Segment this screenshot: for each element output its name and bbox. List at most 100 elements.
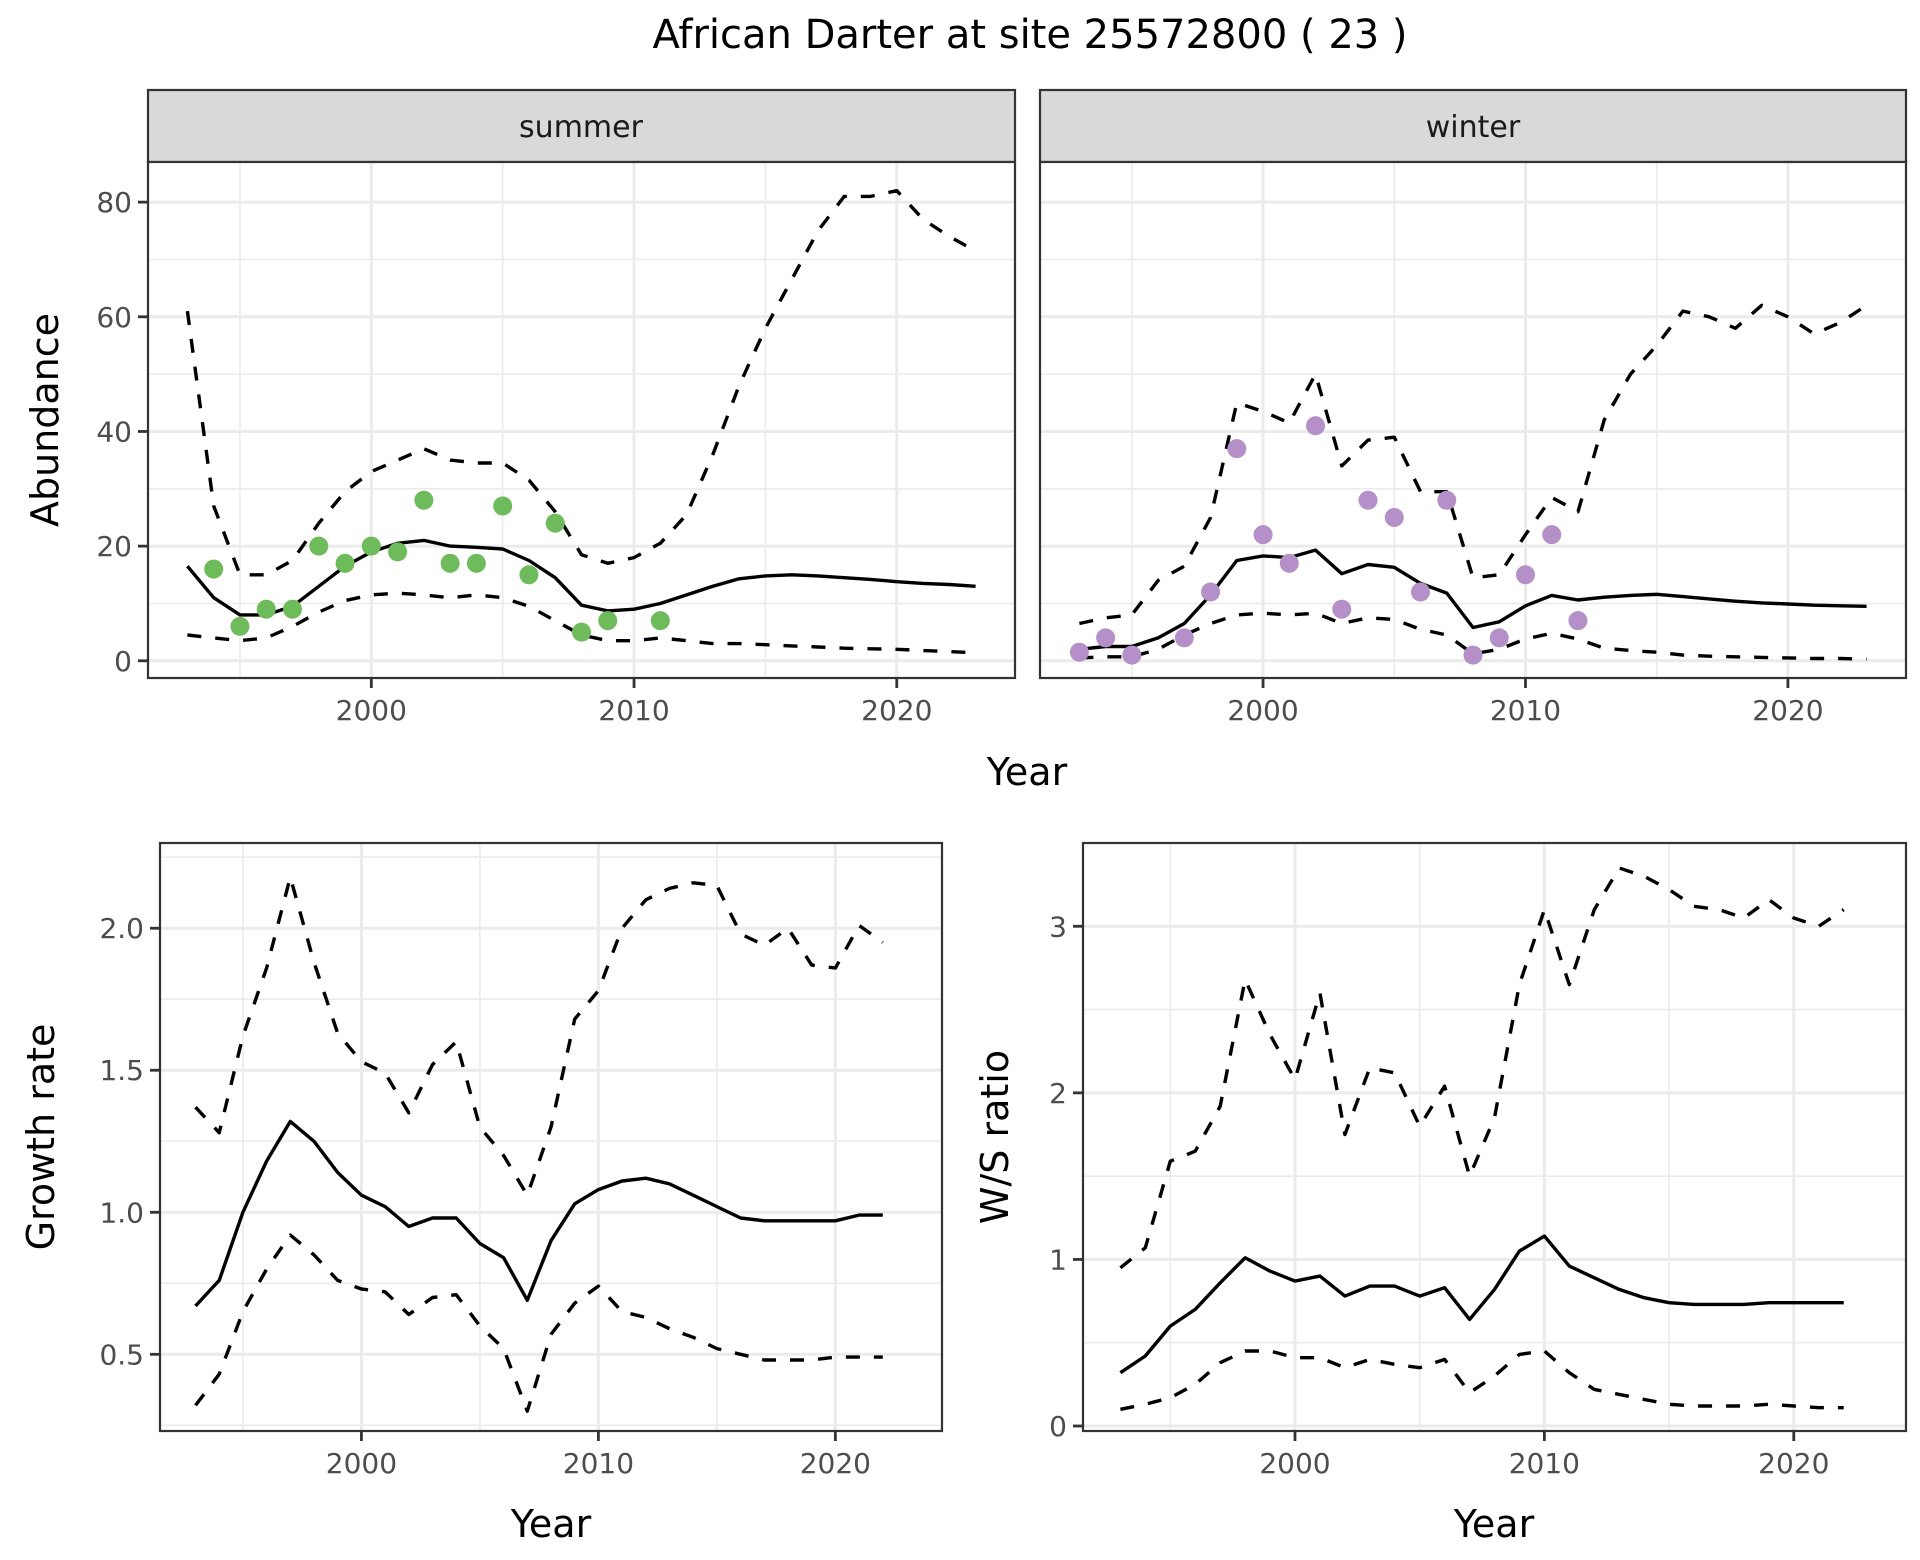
data-point — [1227, 439, 1247, 459]
series-lower-line — [1079, 611, 1867, 661]
marks — [1069, 303, 1868, 665]
data-point — [361, 536, 381, 556]
data-point — [1542, 525, 1562, 545]
data-point — [230, 616, 250, 636]
data-point — [440, 553, 460, 573]
x-tick-label: 2010 — [563, 1447, 634, 1480]
x-tick-label: 2000 — [326, 1447, 397, 1480]
x-tick-label: 2010 — [1509, 1447, 1580, 1480]
data-point — [1437, 490, 1457, 510]
data-point — [335, 553, 355, 573]
series-mean-line — [1119, 1234, 1844, 1375]
facet-strip-winter — [1038, 88, 1908, 164]
data-point — [1069, 642, 1089, 662]
data-point — [309, 536, 329, 556]
grid — [1040, 162, 1906, 678]
panel-border — [158, 841, 944, 1433]
facet-label-summer: summer — [519, 110, 644, 145]
data-point — [1253, 525, 1273, 545]
y-tick-label: 60 — [96, 301, 132, 334]
series-upper-line — [1079, 303, 1868, 626]
y-tick-label: 3 — [1049, 910, 1067, 943]
data-point — [1489, 628, 1509, 648]
y-axis: 0 20 40 60 80 — [96, 186, 148, 678]
panel-winter-abundance: winter 2000 2010 2020 — [1038, 88, 1908, 727]
facet-strip-summer — [146, 88, 1017, 164]
marks — [1119, 866, 1845, 1411]
x-axis: 2000 2010 2020 — [1259, 1431, 1829, 1480]
panel-border — [1081, 841, 1908, 1433]
panel-summer-abundance: summer 0 20 40 60 80 2000 2010 2020 — [96, 88, 1017, 727]
x-tick-label: 2010 — [598, 694, 669, 727]
data-point — [650, 611, 670, 631]
x-axis: 2000 2010 2020 — [1227, 678, 1824, 727]
y-axis-title-ws-ratio: W/S ratio — [973, 1050, 1017, 1224]
figure-title: African Darter at site 25572800 ( 23 ) — [652, 12, 1407, 58]
plot-background — [160, 843, 942, 1431]
marks — [194, 875, 884, 1413]
x-tick-label: 2020 — [1752, 694, 1823, 727]
y-axis: 0 1 2 3 — [1049, 910, 1083, 1443]
series-lower-line — [1120, 1349, 1844, 1411]
data-point — [1332, 599, 1352, 619]
x-axis: 2000 2010 2020 — [326, 1431, 871, 1480]
x-axis: 2000 2010 2020 — [336, 678, 932, 727]
data-point — [283, 599, 302, 619]
data-point — [388, 542, 408, 562]
marks — [185, 188, 977, 655]
series-mean-line — [186, 538, 976, 617]
panel-ws-ratio: 0 1 2 3 2000 2010 2020 — [1049, 841, 1908, 1480]
panel-border — [146, 160, 1017, 680]
panel-growth-rate: 0.5 1.0 1.5 2.0 2000 2010 2020 — [99, 841, 944, 1480]
data-point — [1122, 645, 1142, 665]
x-tick-label: 2010 — [1490, 694, 1561, 727]
data-point — [1096, 628, 1116, 648]
y-tick-label: 20 — [96, 530, 132, 563]
plot-background — [1083, 843, 1906, 1431]
x-tick-label: 2020 — [861, 694, 932, 727]
series-lower-line — [194, 1233, 883, 1413]
data-point — [1279, 553, 1299, 573]
x-tick-label: 2020 — [1758, 1447, 1829, 1480]
data-point — [414, 490, 434, 510]
y-tick-label: 0.5 — [99, 1338, 144, 1371]
y-tick-label: 1.5 — [99, 1054, 144, 1087]
y-tick-label: 80 — [96, 186, 132, 219]
x-axis-title-ws: Year — [1453, 1502, 1535, 1546]
data-point — [1174, 628, 1194, 648]
series-upper-line — [185, 188, 977, 577]
data-point — [1201, 582, 1221, 602]
plot-background — [1040, 162, 1906, 678]
series-lower-line — [187, 591, 976, 655]
grid — [148, 162, 1015, 678]
grid — [1083, 842, 1906, 1431]
data-point — [1306, 416, 1326, 436]
x-axis-title-top: Year — [986, 750, 1068, 794]
x-tick-label: 2000 — [1227, 694, 1298, 727]
y-tick-label: 40 — [96, 415, 132, 448]
y-tick-label: 2 — [1049, 1077, 1067, 1110]
data-point — [598, 611, 618, 631]
data-point — [466, 553, 486, 573]
data-point — [1384, 507, 1404, 527]
data-point — [545, 513, 565, 533]
plot-background — [148, 162, 1015, 678]
x-tick-label: 2000 — [1259, 1447, 1330, 1480]
data-point — [1515, 565, 1535, 585]
series-mean-line — [194, 1119, 883, 1308]
y-tick-label: 0 — [114, 645, 132, 678]
x-tick-label: 2000 — [336, 694, 407, 727]
y-axis: 0.5 1.0 1.5 2.0 — [99, 912, 160, 1371]
data-point — [1568, 611, 1588, 631]
y-tick-label: 1.0 — [99, 1196, 144, 1229]
data-point — [204, 559, 224, 579]
y-axis-title-abundance: Abundance — [23, 313, 67, 527]
data-point — [519, 565, 539, 585]
data-point — [1463, 645, 1483, 665]
facet-label-winter: winter — [1426, 110, 1521, 145]
series-upper-line — [194, 875, 884, 1197]
panel-border — [1038, 160, 1908, 680]
data-point — [1358, 490, 1378, 510]
y-axis-title-growth-rate: Growth rate — [19, 1024, 63, 1251]
